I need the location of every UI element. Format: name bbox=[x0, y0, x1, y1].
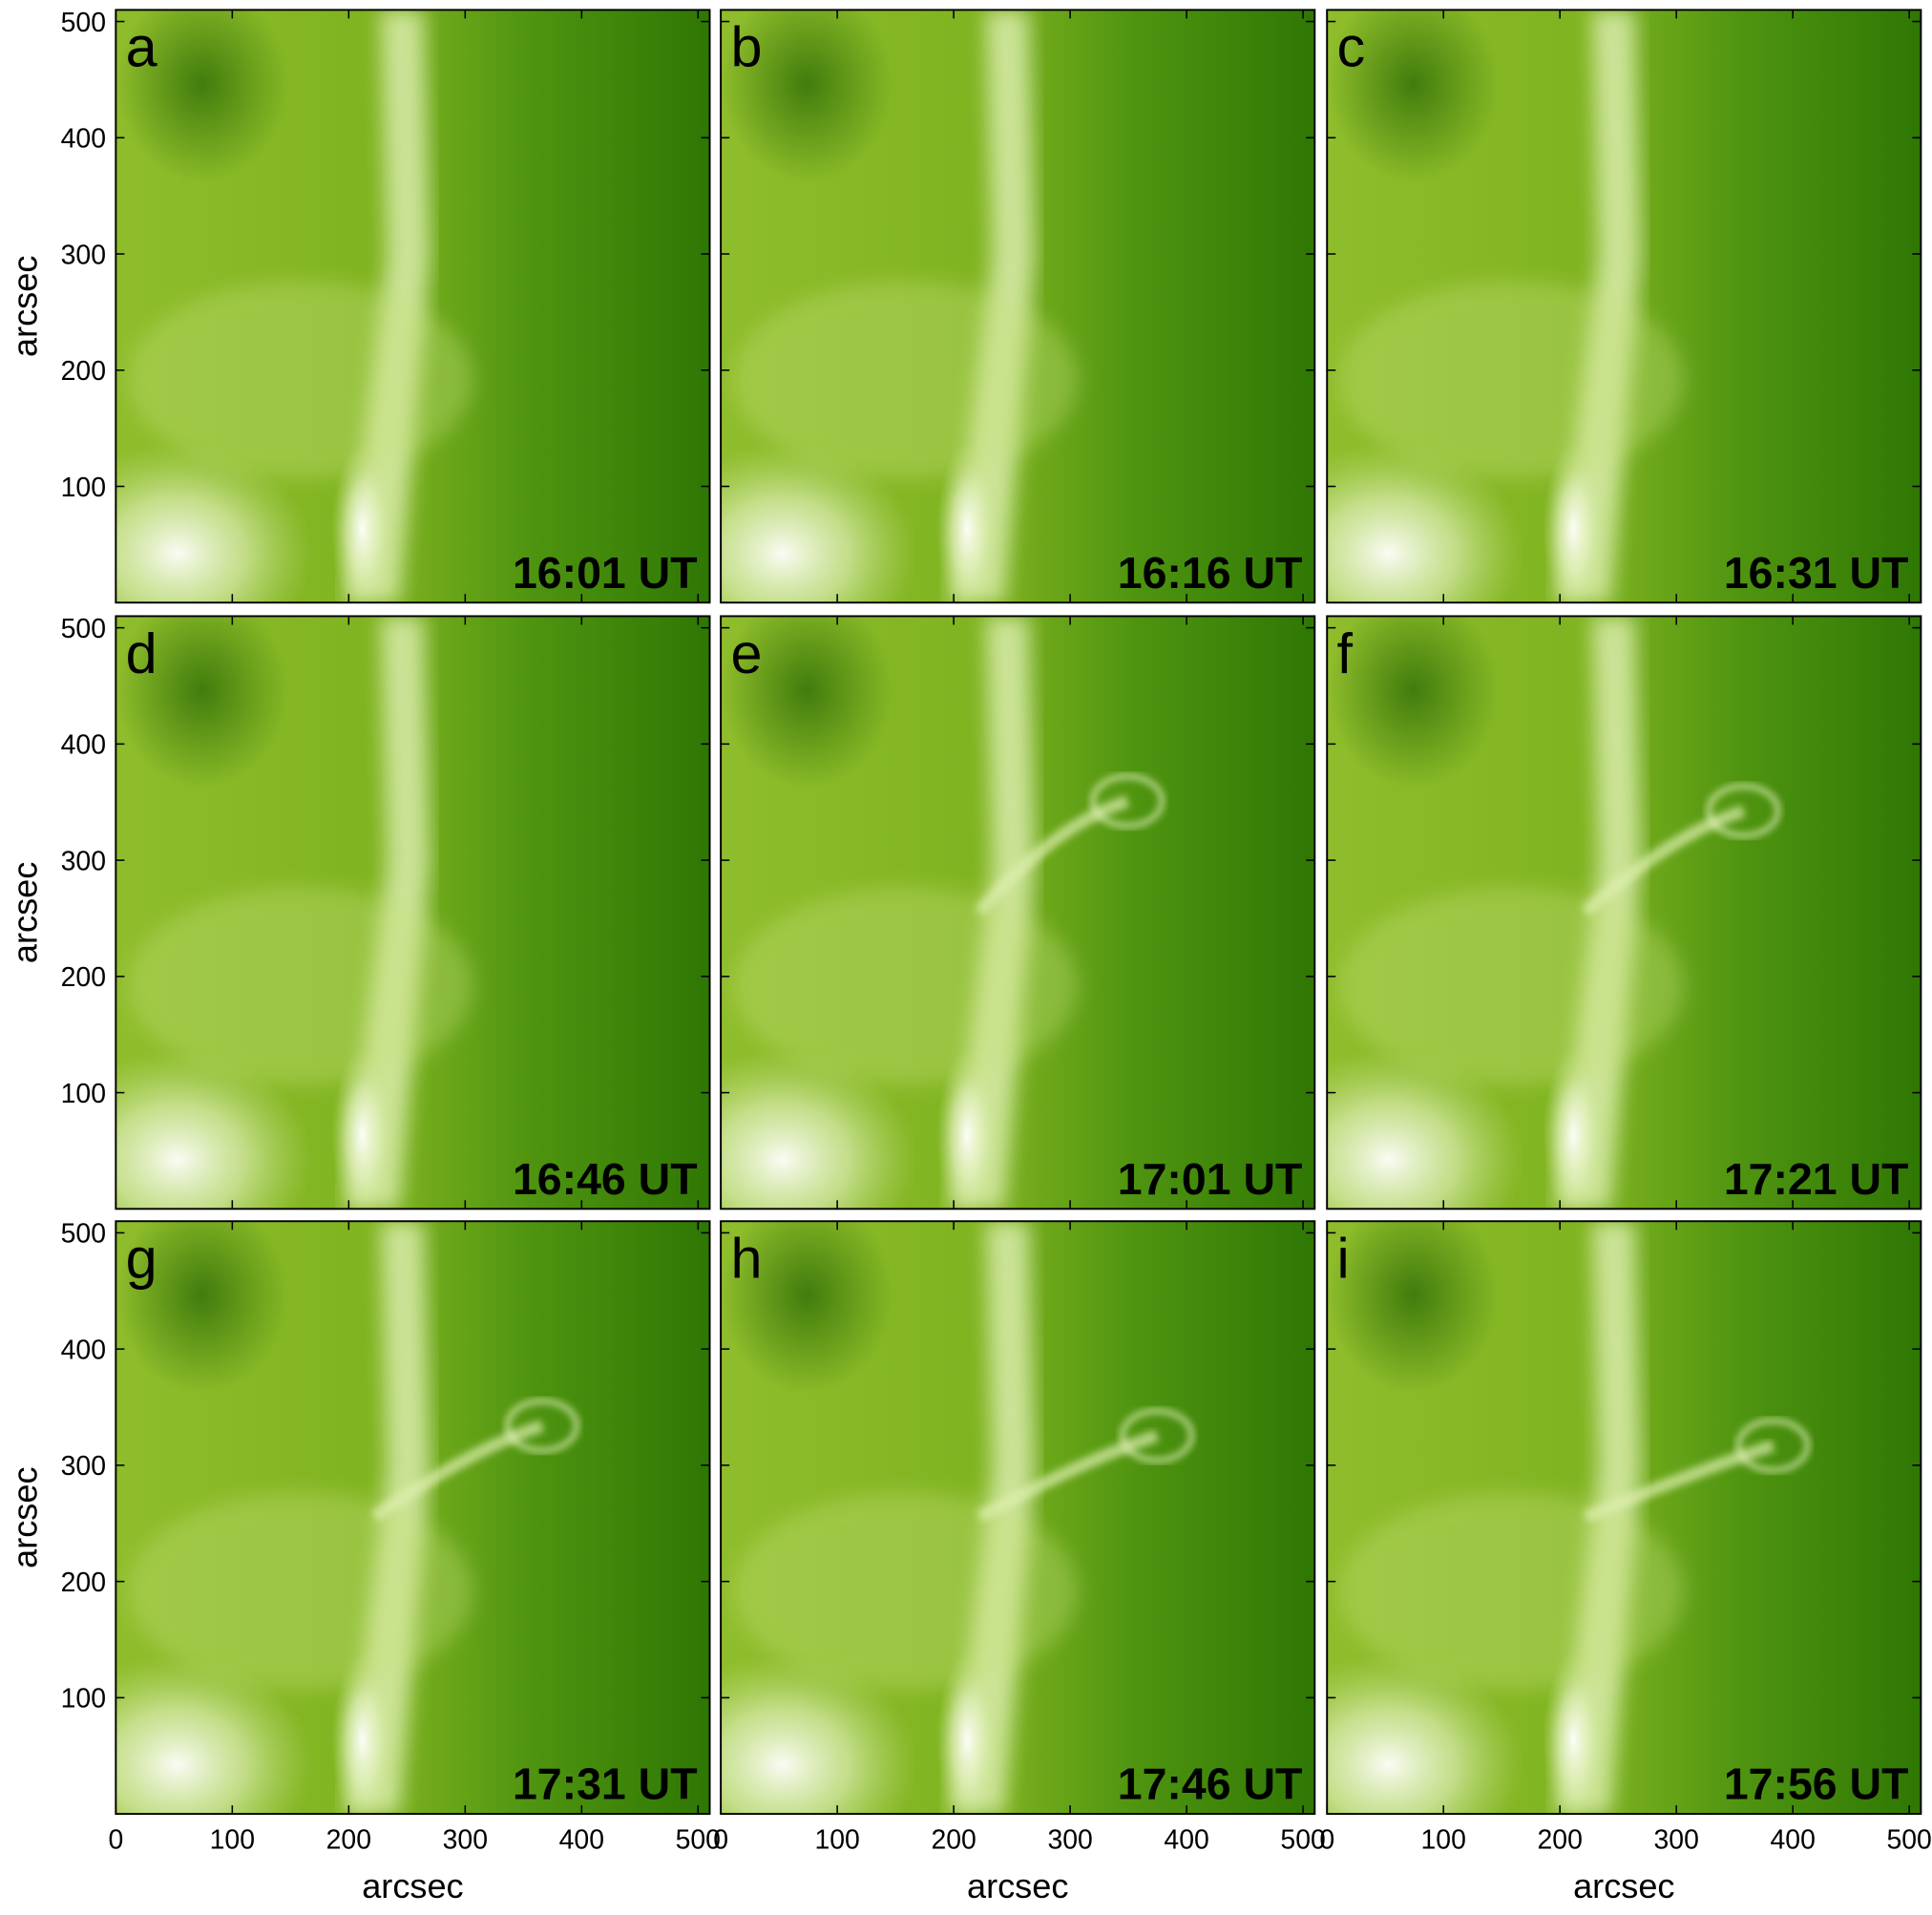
x-tick-label: 0 bbox=[108, 1824, 123, 1855]
y-tick-label: 300 bbox=[61, 1451, 106, 1482]
panel-frame bbox=[1326, 1220, 1922, 1816]
x-axis-label: arcsec bbox=[1573, 1866, 1674, 1905]
panel: b 16:16 UT bbox=[720, 9, 1316, 604]
panel-letter: g bbox=[126, 1227, 158, 1291]
panel-letter: i bbox=[1337, 1227, 1350, 1291]
panel-frame bbox=[720, 615, 1316, 1210]
y-tick-label: 200 bbox=[61, 962, 106, 993]
solar-image bbox=[1327, 1221, 1922, 1815]
y-tick-label: 100 bbox=[61, 1079, 106, 1109]
panel: 0 100 200 300 400 500 i 17:56 UT arcsec bbox=[1319, 1220, 1932, 1905]
panel: 0 100 200 300 400 500 h 17:46 UT arcsec bbox=[713, 1220, 1326, 1905]
x-tick-label: 100 bbox=[1421, 1824, 1466, 1855]
panel-letter: d bbox=[126, 621, 158, 685]
x-tick-label: 400 bbox=[1164, 1824, 1208, 1855]
panel-letter: b bbox=[730, 15, 762, 79]
x-tick-label: 0 bbox=[1319, 1824, 1334, 1855]
panel: f 17:21 UT bbox=[1326, 615, 1922, 1210]
solar-image bbox=[116, 1221, 710, 1815]
solar-image bbox=[116, 10, 710, 603]
panel: c 16:31 UT bbox=[1326, 9, 1922, 604]
x-tick-label: 500 bbox=[1280, 1824, 1325, 1855]
panel: 0 100 200 300 400 500 100 200 300 400 500 g 17:31 UT… bbox=[6, 1219, 721, 1905]
x-tick-label: 500 bbox=[1887, 1824, 1932, 1855]
panel-time: 17:46 UT bbox=[1118, 1759, 1303, 1809]
panel-time: 17:21 UT bbox=[1724, 1154, 1909, 1204]
panel-time: 16:46 UT bbox=[513, 1154, 698, 1204]
panel-frame bbox=[115, 9, 711, 604]
x-tick-label: 400 bbox=[1771, 1824, 1816, 1855]
y-tick-label: 100 bbox=[61, 1684, 106, 1715]
x-tick-label: 200 bbox=[326, 1824, 371, 1855]
x-tick-label: 200 bbox=[931, 1824, 976, 1855]
solar-image bbox=[1327, 10, 1922, 603]
panel-time: 16:31 UT bbox=[1724, 548, 1909, 598]
x-tick-label: 300 bbox=[1654, 1824, 1699, 1855]
x-axis-label: arcsec bbox=[967, 1866, 1068, 1905]
y-tick-label: 200 bbox=[61, 356, 106, 387]
panel-time: 17:56 UT bbox=[1724, 1759, 1909, 1809]
panel-frame bbox=[720, 9, 1316, 604]
panel-frame bbox=[115, 1220, 711, 1816]
x-tick-label: 300 bbox=[443, 1824, 488, 1855]
panel-letter: a bbox=[126, 15, 158, 79]
y-tick-label: 200 bbox=[61, 1568, 106, 1598]
panel: 100 200 300 400 500 d 16:46 UT arcsec bbox=[6, 614, 711, 1210]
x-tick-label: 500 bbox=[676, 1824, 721, 1855]
panel: e 17:01 UT bbox=[720, 615, 1316, 1210]
y-tick-label: 100 bbox=[61, 473, 106, 503]
panel-time: 17:01 UT bbox=[1118, 1154, 1303, 1204]
y-axis-label: arcsec bbox=[6, 1466, 45, 1568]
panel-letter: c bbox=[1337, 15, 1366, 79]
y-tick-label: 300 bbox=[61, 240, 106, 270]
panel-frame bbox=[1326, 9, 1922, 604]
x-tick-label: 400 bbox=[559, 1824, 604, 1855]
panel-frame bbox=[115, 615, 711, 1210]
y-tick-label: 400 bbox=[61, 124, 106, 155]
x-axis-label: arcsec bbox=[362, 1866, 463, 1905]
panel-time: 16:01 UT bbox=[513, 548, 698, 598]
solar-image bbox=[721, 10, 1315, 603]
y-tick-label: 500 bbox=[61, 1219, 106, 1250]
x-tick-label: 200 bbox=[1538, 1824, 1583, 1855]
panel-letter: h bbox=[730, 1227, 762, 1291]
y-axis-label: arcsec bbox=[6, 256, 45, 357]
y-tick-label: 400 bbox=[61, 730, 106, 761]
solar-image bbox=[116, 616, 710, 1210]
y-tick-label: 500 bbox=[61, 614, 106, 644]
y-tick-label: 500 bbox=[61, 8, 106, 38]
x-tick-label: 100 bbox=[814, 1824, 859, 1855]
panel-letter: e bbox=[730, 621, 762, 685]
panel-frame bbox=[720, 1220, 1316, 1816]
panel: 100 200 300 400 500 a 16:01 UT arcsec bbox=[6, 8, 711, 604]
x-tick-label: 300 bbox=[1047, 1824, 1092, 1855]
solar-image bbox=[1327, 616, 1922, 1210]
panel-frame bbox=[1326, 615, 1922, 1210]
panel-time: 16:16 UT bbox=[1118, 548, 1303, 598]
solar-image bbox=[721, 1221, 1315, 1815]
solar-image bbox=[721, 616, 1315, 1210]
panel-time: 17:31 UT bbox=[513, 1759, 698, 1809]
y-tick-label: 300 bbox=[61, 846, 106, 876]
x-tick-label: 100 bbox=[210, 1824, 255, 1855]
panel-letter: f bbox=[1337, 621, 1354, 685]
x-tick-label: 0 bbox=[713, 1824, 728, 1855]
y-tick-label: 400 bbox=[61, 1335, 106, 1365]
y-axis-label: arcsec bbox=[6, 862, 45, 963]
